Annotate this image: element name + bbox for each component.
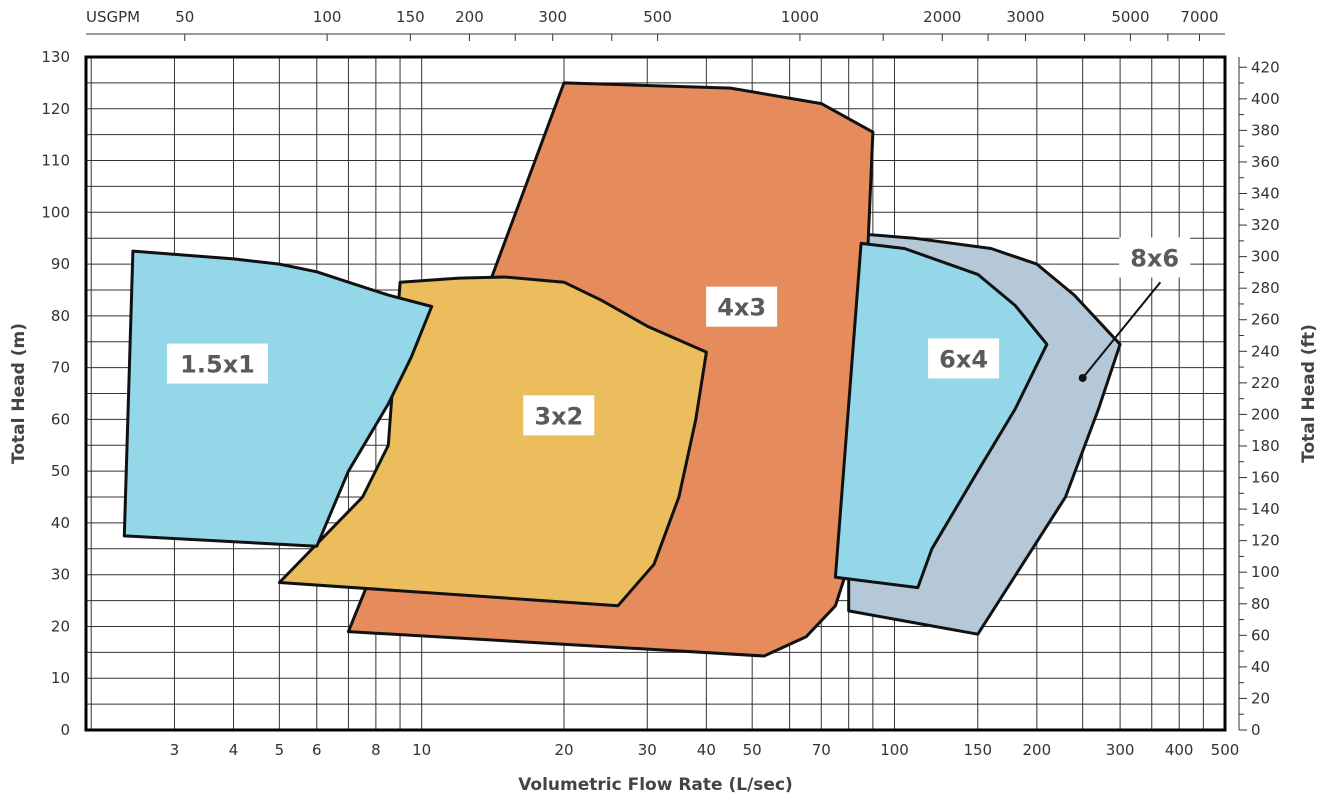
- right-ft-axis: 0 20 40 60 80 100 120 140 160 180 200 220 240 260 280 3…: [1238, 57, 1280, 739]
- y-tick-label: 20: [51, 617, 70, 635]
- y-tick-label: 50: [51, 462, 70, 480]
- right-tick-label: 240: [1251, 342, 1280, 360]
- top-tick-label: 3000: [1006, 8, 1044, 26]
- y-tick-label: 90: [51, 255, 70, 273]
- x-tick-label: 4: [229, 741, 239, 759]
- top-tick-label: 150: [396, 8, 425, 26]
- y-axis-title: Total Head (m): [9, 323, 29, 464]
- right-tick-label: 380: [1251, 121, 1280, 139]
- region-label-badge: [1119, 237, 1191, 278]
- x-tick-label: 6: [312, 741, 322, 759]
- callout-leader: [1081, 281, 1162, 379]
- right-tick-label: 120: [1251, 532, 1280, 550]
- y-tick-label: 40: [51, 514, 70, 532]
- right-tick-label: 300: [1251, 248, 1280, 266]
- x-tick-label: 8: [371, 741, 381, 759]
- plot-frame: [84, 55, 1227, 732]
- top-usgpm-axis: 50 100 150 200 300 500 1000 2000 3000 5000 7000: [86, 8, 1225, 41]
- right-y-axis-title: Total Head (ft): [1299, 324, 1319, 463]
- left-y-axis: 0 10 20 30 40 50 60 70 80 90 100 110 120 130: [41, 48, 70, 739]
- top-tick-label: 300: [538, 8, 567, 26]
- right-tick-label: 220: [1251, 374, 1280, 392]
- right-tick-label: 0: [1251, 721, 1261, 739]
- region-label: 6x4: [939, 345, 988, 373]
- right-tick-label: 140: [1251, 500, 1280, 518]
- x-tick-label: 200: [1023, 741, 1052, 759]
- y-tick-label: 110: [41, 152, 70, 170]
- x-tick-label: 5: [275, 741, 285, 759]
- right-tick-label: 60: [1251, 626, 1270, 644]
- y-tick-label: 0: [60, 721, 70, 739]
- top-tick-label: 7000: [1180, 8, 1218, 26]
- right-tick-label: 160: [1251, 469, 1280, 487]
- right-tick-label: 40: [1251, 658, 1270, 676]
- region-label-badge: [523, 395, 595, 436]
- y-tick-label: 30: [51, 566, 70, 584]
- region-3x2: [277, 275, 708, 608]
- x-tick-label: 300: [1106, 741, 1135, 759]
- right-tick-label: 420: [1251, 58, 1280, 76]
- top-axis-unit-label: USGPM: [86, 8, 140, 26]
- x-tick-label: 40: [697, 741, 716, 759]
- y-tick-label: 130: [41, 48, 70, 66]
- right-tick-label: 340: [1251, 185, 1280, 203]
- y-tick-label: 70: [51, 359, 70, 377]
- y-tick-label: 80: [51, 307, 70, 325]
- right-tick-label: 80: [1251, 595, 1270, 613]
- right-tick-label: 260: [1251, 311, 1280, 329]
- region-6x4: [833, 241, 1049, 590]
- top-tick-label: 5000: [1111, 8, 1149, 26]
- x-tick-label: 30: [638, 741, 657, 759]
- x-tick-label: 400: [1165, 741, 1194, 759]
- x-tick-label: 3: [170, 741, 180, 759]
- pump-region-labels: 1.5x1 3x2 4x3 6x4 8x6: [167, 237, 1191, 436]
- top-tick-label: 2000: [923, 8, 961, 26]
- x-tick-label: 150: [963, 741, 992, 759]
- region-label-badge: [167, 343, 269, 384]
- region-1.5x1: [122, 249, 434, 548]
- y-tick-label: 10: [51, 669, 70, 687]
- pump-regions: [122, 81, 1122, 658]
- right-tick-label: 360: [1251, 153, 1280, 171]
- top-tick-label: 1000: [781, 8, 819, 26]
- right-tick-label: 320: [1251, 216, 1280, 234]
- top-tick-label: 500: [643, 8, 672, 26]
- right-tick-label: 280: [1251, 279, 1280, 297]
- right-tick-label: 400: [1251, 90, 1280, 108]
- right-tick-label: 200: [1251, 405, 1280, 423]
- region-label: 3x2: [534, 402, 583, 430]
- y-tick-label: 100: [41, 203, 70, 221]
- top-tick-label: 50: [175, 8, 194, 26]
- top-tick-label: 100: [313, 8, 342, 26]
- x-tick-label: 20: [554, 741, 573, 759]
- y-tick-label: 120: [41, 100, 70, 118]
- region-label-badge: [706, 286, 778, 327]
- x-tick-label: 50: [743, 741, 762, 759]
- region-label: 1.5x1: [180, 351, 255, 379]
- x-tick-label: 70: [812, 741, 831, 759]
- x-tick-label: 100: [880, 741, 909, 759]
- region-label: 4x3: [717, 294, 766, 322]
- x-tick-label: 500: [1211, 741, 1240, 759]
- region-label: 8x6: [1130, 244, 1179, 272]
- right-tick-label: 100: [1251, 563, 1280, 581]
- x-axis-title: Volumetric Flow Rate (L/sec): [518, 775, 793, 795]
- bottom-x-axis: 3 4 5 6 8 10 20 30 40 50 70 100 150 200 300 400 500: [170, 741, 1240, 759]
- y-tick-label: 60: [51, 410, 70, 428]
- right-tick-label: 20: [1251, 689, 1270, 707]
- top-tick-label: 200: [455, 8, 484, 26]
- x-tick-label: 10: [412, 741, 431, 759]
- callout-dot: [1078, 373, 1087, 382]
- right-tick-label: 180: [1251, 437, 1280, 455]
- region-label-badge: [928, 338, 1000, 379]
